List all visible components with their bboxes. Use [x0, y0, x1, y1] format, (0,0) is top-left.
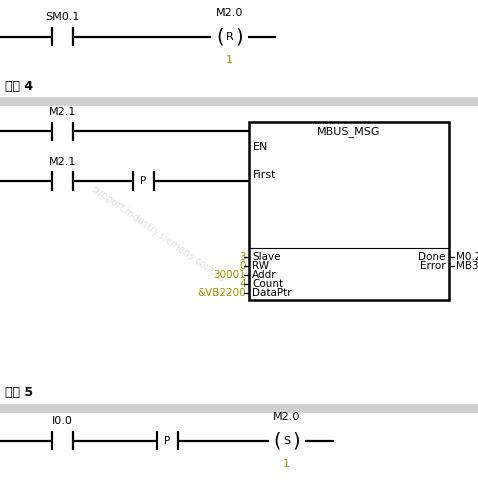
Text: M0.2: M0.2 — [456, 252, 478, 262]
Bar — [249, 122, 449, 300]
Text: ): ) — [235, 27, 243, 46]
Text: 网路 4: 网路 4 — [5, 79, 33, 93]
Text: P: P — [164, 436, 171, 446]
Text: ): ) — [293, 431, 300, 450]
Text: S: S — [283, 436, 290, 446]
Text: EN: EN — [252, 142, 268, 152]
Text: R: R — [226, 32, 233, 41]
Text: &VB2200: &VB2200 — [197, 288, 246, 298]
Text: 30001: 30001 — [213, 270, 246, 280]
Text: 0: 0 — [239, 261, 246, 271]
Bar — [0, 97, 478, 106]
Text: Error: Error — [420, 261, 445, 271]
Bar — [0, 404, 478, 413]
Text: Count: Count — [252, 279, 283, 289]
Text: 网路 5: 网路 5 — [5, 386, 33, 399]
Text: M2.0: M2.0 — [216, 8, 243, 18]
Text: Slave: Slave — [252, 252, 281, 262]
Text: M2.1: M2.1 — [48, 156, 76, 167]
Text: (: ( — [273, 431, 281, 450]
Text: MB3: MB3 — [456, 261, 478, 271]
Text: SM0.1: SM0.1 — [45, 12, 79, 22]
Text: Done: Done — [418, 252, 445, 262]
Text: DataPtr: DataPtr — [252, 288, 292, 298]
Text: M2.0: M2.0 — [273, 412, 301, 422]
Text: First: First — [252, 170, 276, 180]
Text: M2.1: M2.1 — [48, 107, 76, 117]
Text: support.industry.siemens.com/cs: support.industry.siemens.com/cs — [89, 184, 227, 284]
Text: P: P — [140, 176, 147, 186]
Text: I0.0: I0.0 — [52, 416, 73, 426]
Text: 3: 3 — [239, 252, 246, 262]
Text: (: ( — [216, 27, 224, 46]
Text: 1: 1 — [226, 55, 233, 65]
Text: Addr: Addr — [252, 270, 277, 280]
Text: RW: RW — [252, 261, 270, 271]
Text: MBUS_MSG: MBUS_MSG — [317, 126, 380, 136]
Text: 4: 4 — [239, 279, 246, 289]
Text: 1: 1 — [283, 459, 290, 469]
